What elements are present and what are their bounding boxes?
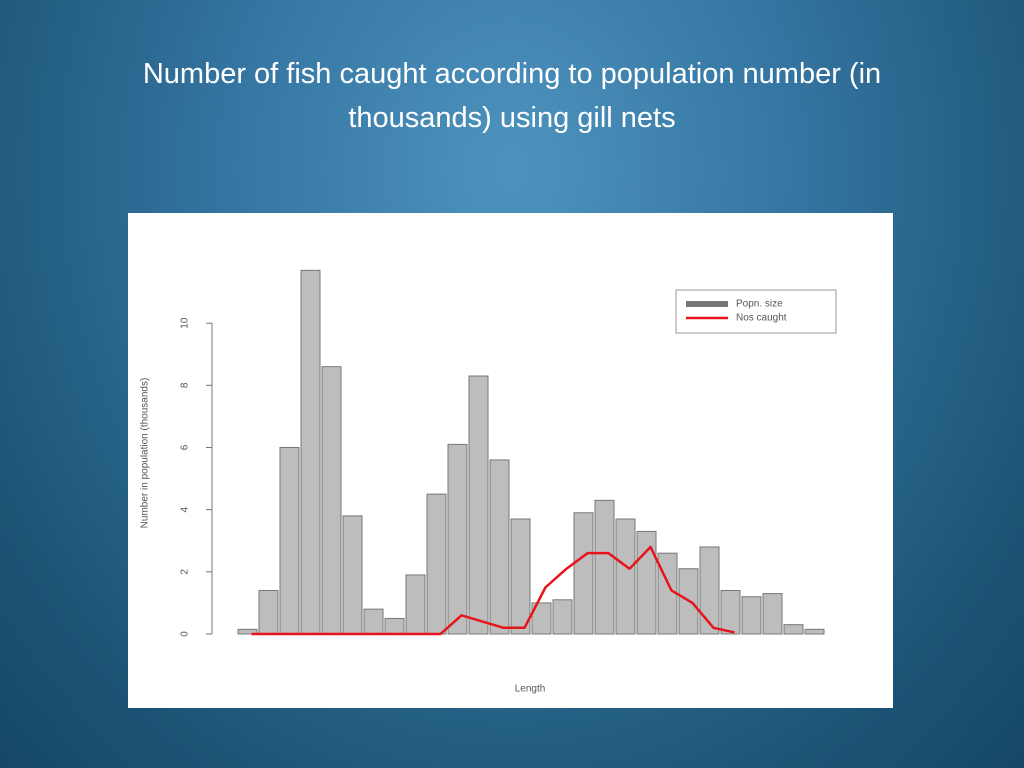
bar: [342, 515, 363, 635]
bar: [447, 443, 468, 635]
bar: [237, 628, 258, 635]
bar: [363, 608, 384, 635]
y-tick-label: 4: [180, 506, 191, 512]
slide-title: Number of fish caught according to popul…: [142, 58, 882, 134]
bar: [741, 596, 762, 635]
y-tick-label: 6: [180, 444, 191, 450]
bar: [531, 602, 552, 635]
y-tick-label: 0: [180, 631, 191, 637]
bar: [258, 589, 279, 635]
bar: [426, 493, 447, 635]
y-axis-label: Number in population (thousands): [140, 378, 151, 529]
bar: [594, 499, 615, 635]
bar: [783, 624, 804, 635]
bar: [615, 518, 636, 635]
y-tick-label: 8: [180, 382, 191, 388]
bar: [573, 512, 594, 635]
bar: [321, 366, 342, 635]
legend-label: Popn. size: [736, 299, 783, 310]
bar: [762, 593, 783, 635]
bar: [300, 269, 321, 635]
bar: [489, 459, 510, 635]
bar: [552, 599, 573, 635]
x-axis-label: Length: [515, 684, 546, 695]
bar: [468, 375, 489, 635]
bar: [804, 628, 825, 635]
bar: [720, 589, 741, 635]
line: [251, 545, 735, 636]
bar: [384, 617, 405, 635]
bar: [699, 546, 720, 635]
bar: [279, 447, 300, 635]
y-tick-label: 2: [180, 569, 191, 575]
y-tick-label: 10: [180, 317, 191, 329]
bar: [636, 530, 657, 635]
bar: [510, 518, 531, 635]
bar: [405, 574, 426, 635]
bar: [657, 552, 678, 635]
legend-label: Nos caught: [736, 313, 787, 324]
legend-box: [675, 289, 837, 334]
